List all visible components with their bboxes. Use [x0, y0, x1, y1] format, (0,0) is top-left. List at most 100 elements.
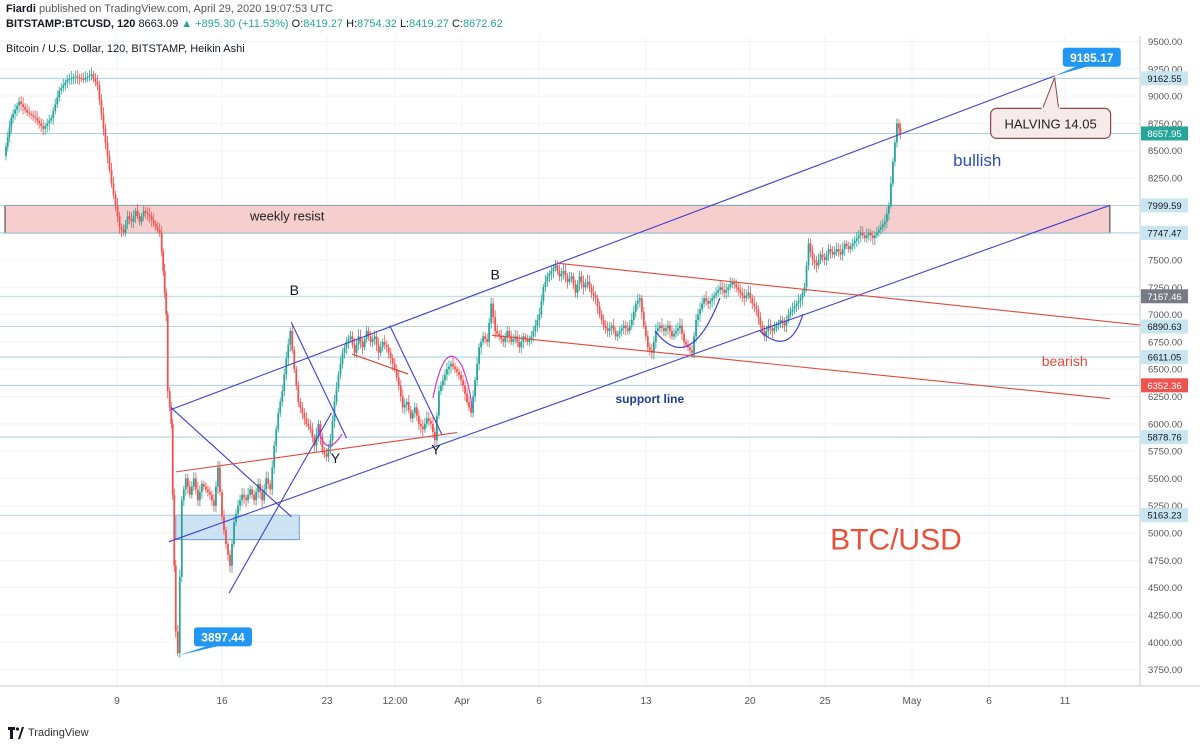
candle-body [38, 120, 41, 124]
candle-body [349, 336, 352, 340]
candle-body [14, 109, 16, 114]
candle-body [162, 251, 165, 271]
candle-body [448, 366, 450, 370]
label-bullish: bullish [953, 151, 1001, 170]
candle-body [231, 543, 233, 566]
candle-body [656, 328, 659, 331]
close-label: C: [451, 18, 463, 30]
candle-body [215, 486, 217, 506]
candle-body [100, 99, 103, 115]
candle-body [883, 221, 886, 225]
y-tick-label: 4500.00 [1148, 583, 1182, 594]
candle-body [180, 500, 183, 577]
candle-body [283, 374, 286, 392]
candle-body [562, 270, 565, 274]
abc-line-4 [389, 325, 443, 435]
candle-body [84, 78, 87, 80]
candle-body [54, 104, 57, 112]
candle-body [825, 254, 828, 260]
pattern-arc-3 [654, 297, 721, 349]
candle-body [612, 325, 615, 331]
candle-body [554, 265, 557, 269]
candle-body [395, 369, 398, 378]
symbol-label: BITSTAMP:BTCUSD, 120 [6, 18, 136, 30]
candle-body [695, 320, 697, 337]
candle-body [747, 292, 750, 296]
candle-body [879, 227, 882, 230]
price-label: 5878.76 [1147, 433, 1181, 444]
candle-body [783, 322, 786, 326]
x-tick-label: 25 [819, 696, 831, 707]
candle-body [833, 251, 836, 255]
tradingview-brand[interactable]: TradingView [28, 727, 89, 739]
candle-body [540, 300, 543, 315]
candle-body [227, 543, 229, 555]
candle-body [646, 336, 649, 348]
candle-body [498, 333, 501, 337]
x-tick-label: 11 [1060, 696, 1071, 707]
candle-body [743, 295, 746, 299]
x-tick-label: Apr [454, 696, 470, 707]
candle-body [385, 344, 388, 348]
bearish-upper [557, 262, 1146, 327]
candle-body [154, 223, 157, 228]
candle-body [558, 270, 561, 277]
candle-body [64, 82, 67, 86]
candle-body [293, 350, 296, 370]
candle-body [144, 210, 147, 213]
candle-body [62, 85, 65, 88]
abc-line-3 [290, 321, 348, 439]
candle-body [486, 339, 489, 342]
candle-body [600, 314, 603, 321]
candle-body [357, 336, 360, 345]
candle-body [188, 486, 191, 495]
candle-body [616, 333, 619, 337]
candle-body [660, 325, 663, 329]
candle-body [158, 229, 161, 233]
candle-body [337, 374, 340, 389]
candle-body [58, 90, 61, 98]
candle-body [271, 467, 274, 490]
candle-body [275, 429, 278, 446]
candle-body [313, 437, 316, 446]
candle-body [654, 330, 657, 342]
candle-body [677, 328, 679, 331]
candle-body [624, 325, 627, 329]
candle-body [20, 101, 22, 105]
time-axis[interactable]: 9 16 23 12:00 Apr 6 13 20 25 May 6 11 [114, 696, 1070, 707]
y-tick-label: 9250.00 [1148, 64, 1182, 75]
candle-body [590, 287, 593, 293]
candle-body [841, 249, 844, 255]
candle-body [48, 120, 51, 124]
candle-body [365, 330, 368, 340]
x-tick-label: May [903, 696, 922, 707]
y-tick-label: 7250.00 [1148, 283, 1182, 294]
candle-body [885, 213, 888, 222]
pattern-arrow-1 [351, 353, 409, 375]
candle-body [771, 328, 774, 331]
candle-body [444, 374, 446, 381]
price-label-bg [1141, 225, 1188, 240]
footer: TradingView [8, 724, 89, 742]
candle-body [383, 341, 386, 345]
candle-body [251, 489, 254, 495]
candle-body [168, 391, 171, 408]
candle-body [492, 303, 495, 318]
candle-body [12, 113, 14, 118]
candle-body [675, 330, 677, 334]
candle-body [508, 330, 511, 337]
candle-body [496, 330, 499, 334]
candle-body [470, 407, 472, 413]
candle-body [34, 116, 37, 118]
candle-body [741, 292, 744, 296]
author-name[interactable]: Fiardi [6, 3, 36, 15]
candle-body [602, 320, 605, 326]
candle-body [369, 336, 372, 342]
pattern-arc-4 [759, 313, 804, 342]
candle-body [811, 251, 814, 260]
price-label-bg [1141, 378, 1188, 393]
candle-body [634, 303, 637, 312]
candle-body [452, 363, 454, 367]
zones: weekly resist [4, 204, 1111, 541]
